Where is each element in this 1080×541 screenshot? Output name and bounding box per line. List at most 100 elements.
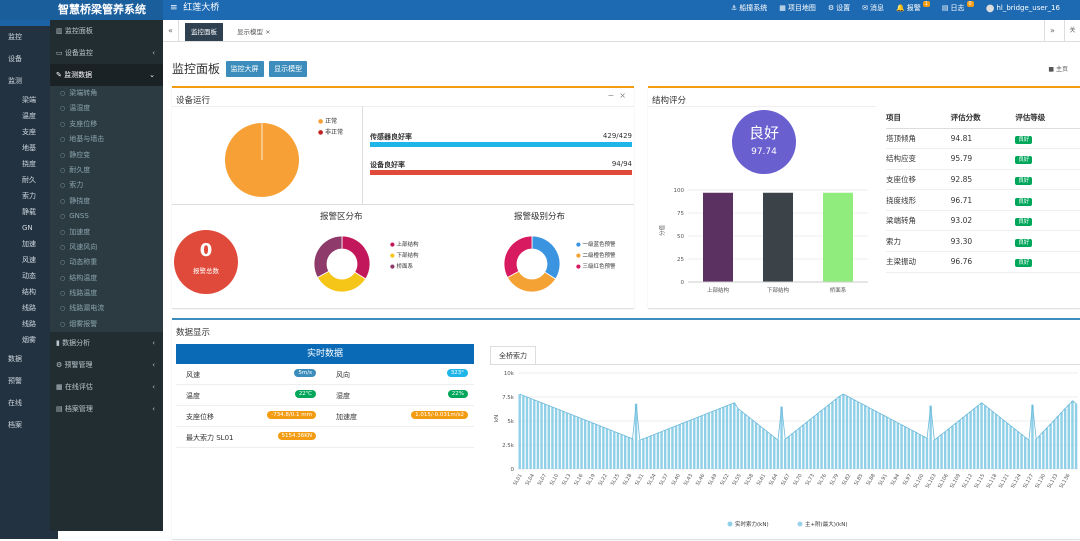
force-bar — [583, 420, 587, 469]
collapsed-item[interactable]: 索力 — [22, 192, 36, 200]
menu-toggle-icon[interactable]: ≡ — [170, 3, 178, 13]
collapsed-item[interactable]: 挠度 — [22, 160, 36, 168]
collapsed-item[interactable]: 梁端 — [22, 96, 36, 104]
monitor-icon: ▭ — [56, 49, 65, 57]
topnav-ship[interactable]: ⚓ 船撞系统 — [731, 3, 767, 13]
legend-label: 非正常 — [323, 129, 344, 136]
sidebar-subitem[interactable]: 加速度 — [50, 224, 163, 240]
force-bar — [954, 422, 958, 469]
monitor-screen-button[interactable]: 监控大屏 — [225, 60, 264, 77]
sidebar-item-1[interactable]: ▭ 设备监控 ‹ — [50, 42, 163, 64]
tabs-next-icon[interactable]: » — [1044, 20, 1060, 42]
topnav-log[interactable]: ▤ 日志 0 — [942, 1, 974, 13]
sidebar-subitem[interactable]: 风速风向 — [50, 239, 163, 256]
collapsed-item[interactable]: GN — [22, 224, 33, 232]
tab-show-model[interactable]: 显示模型 × — [237, 28, 271, 36]
sidebar-subitem[interactable]: 结构温度 — [50, 270, 163, 287]
x-tick-label: SL115 — [973, 473, 986, 489]
collapsed-item[interactable]: 数据 — [8, 355, 22, 363]
breadcrumb-home[interactable]: 主页 — [1055, 66, 1068, 73]
user-menu[interactable]: ● hl_bridge_user_16 — [986, 3, 1060, 14]
topnav-gear[interactable]: ⚙ 设置 — [828, 3, 850, 13]
sidebar-subitem[interactable]: 静应变 — [50, 147, 163, 163]
collapsed-item[interactable]: 烟雾 — [22, 336, 36, 344]
x-tick-label: SL40 — [671, 473, 682, 487]
force-bar — [576, 417, 580, 469]
collapsed-item[interactable]: 线路 — [22, 320, 36, 328]
collapsed-item[interactable]: 静载 — [22, 208, 36, 216]
collapsed-item[interactable]: 地基 — [22, 144, 36, 152]
sidebar-subitem[interactable]: 地基与墙击 — [50, 132, 163, 148]
show-model-button[interactable]: 显示模型 — [269, 60, 308, 77]
tabs-prev-icon[interactable]: « — [163, 20, 179, 42]
topnav-envelope[interactable]: ✉ 消息 — [862, 3, 884, 13]
sidebar-item-archive[interactable]: ▤ 档案管理 ‹ — [50, 398, 163, 420]
y-tick-label: 0 — [511, 467, 515, 473]
sidebar-subitem[interactable]: 索力 — [50, 178, 163, 194]
app-logo[interactable]: 智慧桥梁管养系统 — [0, 0, 163, 20]
collapsed-item[interactable]: 档案 — [8, 421, 22, 429]
sidebar-item-0[interactable]: ▥ 监控面板 — [50, 20, 163, 42]
sidebar-subitem[interactable]: 线路温度 — [50, 286, 163, 302]
topnav-map[interactable]: ▦ 项目地图 — [779, 3, 816, 13]
sidebar-subitem[interactable]: 支座位移 — [50, 116, 163, 133]
collapsed-item[interactable]: 结构 — [22, 288, 36, 296]
metric-label: 温度 — [186, 392, 200, 400]
collapsed-item[interactable]: 监测 — [8, 77, 22, 85]
force-bar — [714, 409, 718, 469]
force-bar — [874, 411, 878, 469]
tabs-close-icon[interactable]: 关 — [1064, 20, 1080, 42]
sidebar-item-2[interactable]: ✎ 监测数据 ⌄ — [50, 64, 163, 86]
force-bar — [627, 437, 631, 469]
collapsed-item[interactable]: 风速 — [22, 256, 36, 264]
sidebar-subitem[interactable]: 梁端转角 — [50, 86, 163, 102]
x-tick-label: SL55 — [732, 473, 743, 487]
tab-monitor-panel[interactable]: 监控面板 — [185, 23, 223, 41]
collapsed-item[interactable]: 温度 — [22, 112, 36, 120]
collapsed-item[interactable]: 耐久 — [22, 176, 36, 184]
force-bar — [547, 405, 551, 469]
collapsed-item[interactable]: 预警 — [8, 377, 22, 385]
sidebar-subitem[interactable]: 静挠度 — [50, 193, 163, 210]
x-tick-label: SL97 — [902, 473, 913, 487]
sidebar-item-grid[interactable]: ▦ 在线评估 ‹ — [50, 376, 163, 398]
close-icon[interactable]: × — [619, 91, 626, 100]
collapsed-item[interactable]: 监控 — [8, 33, 22, 41]
collapsed-item[interactable]: 设备 — [8, 55, 22, 63]
force-bar — [987, 408, 991, 469]
sidebar-subitem[interactable]: 动态称重 — [50, 255, 163, 271]
column-header: 评估等级 — [1015, 108, 1080, 129]
topnav-badge: 0 — [966, 1, 974, 7]
score-grade-cell: 良好 — [1015, 169, 1080, 191]
zone-donut[interactable] — [312, 234, 372, 294]
topnav-bell[interactable]: 🔔 报警 1 — [896, 1, 930, 13]
x-tick-label: SL73 — [805, 473, 816, 487]
force-bar — [751, 420, 754, 469]
collapsed-item[interactable]: 动态 — [22, 272, 36, 280]
device-status-pie[interactable] — [222, 120, 302, 200]
sidebar-subitem[interactable]: 烟雾报警 — [50, 316, 163, 333]
collapsed-item[interactable]: 在线 — [8, 399, 22, 407]
force-bar — [609, 430, 612, 469]
legend-dot: ● — [390, 264, 395, 270]
collapse-icon[interactable]: − — [607, 91, 615, 100]
collapsed-item[interactable]: 线路 — [22, 304, 36, 312]
sidebar-item-bar[interactable]: ▮ 数据分析 ‹ — [50, 332, 163, 354]
sidebar-item-gear[interactable]: ⚙ 预警管理 ‹ — [50, 354, 163, 376]
sidebar-subitem[interactable]: 线路漏电流 — [50, 301, 163, 317]
sidebar-subitem[interactable]: GNSS — [50, 209, 163, 225]
sidebar-subitem[interactable]: 耐久度 — [50, 162, 163, 179]
level-donut[interactable] — [502, 234, 562, 294]
tab-full-bridge-force[interactable]: 全桥索力 — [490, 346, 536, 364]
force-bar — [933, 440, 936, 469]
collapsed-item[interactable]: 支座 — [22, 128, 36, 136]
grade-badge: 良好 — [1015, 238, 1033, 247]
sidebar-subitem[interactable]: 温湿度 — [50, 101, 163, 117]
force-bar — [769, 434, 772, 469]
x-tick-label: SL22 — [598, 473, 609, 487]
cable-force-chart[interactable]: 10k 7.5k 5k 2.5k 0 kN SL01 SL04 SL07 SL10 SL13 SL16… — [490, 366, 1080, 541]
force-bar — [1074, 403, 1078, 469]
score-value: 93.30 — [950, 230, 1016, 253]
collapsed-item[interactable]: 加速 — [22, 240, 36, 248]
